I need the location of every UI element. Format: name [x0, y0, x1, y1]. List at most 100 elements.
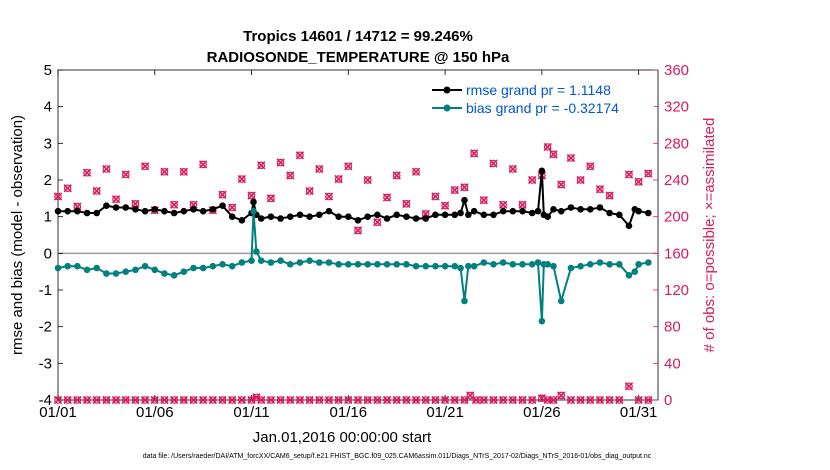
- rmse-point: [519, 207, 526, 215]
- bias-point: [74, 262, 81, 270]
- obs-assimilated-point: [252, 393, 261, 402]
- obs-assimilated-point: [131, 199, 140, 208]
- rmse-point: [93, 209, 101, 217]
- obs-possible-point: [596, 185, 604, 193]
- bias-point: [596, 259, 604, 266]
- obs-assimilated-point: [508, 395, 518, 405]
- obs-assimilated-point: [508, 164, 518, 174]
- obs-possible-point: [441, 201, 449, 210]
- obs-assimilated-point: [440, 395, 450, 405]
- rmse-point: [325, 207, 333, 215]
- y-left-tick-label: -4: [39, 392, 52, 409]
- obs-assimilated-point: [450, 395, 459, 405]
- obs-assimilated-point: [576, 175, 585, 185]
- obs-assimilated-point: [624, 170, 634, 179]
- obs-possible-point: [170, 200, 178, 209]
- obs-assimilated-point: [440, 201, 450, 210]
- obs-possible-point: [102, 165, 111, 173]
- obs-assimilated-point: [257, 395, 266, 405]
- obs-possible-point: [102, 396, 111, 404]
- rmse-point: [335, 213, 342, 220]
- y-axis-left-label: rmse and bias (model - observation): [9, 115, 26, 355]
- rmse-point: [625, 222, 633, 230]
- obs-possible-point: [112, 396, 120, 404]
- obs-possible-point: [286, 396, 295, 404]
- obs-possible-point: [189, 396, 198, 404]
- bias-point: [209, 262, 217, 270]
- obs-assimilated-point: [286, 395, 295, 405]
- obs-assimilated-point: [334, 395, 343, 405]
- obs-assimilated-point: [528, 175, 537, 185]
- bias-point: [635, 261, 642, 268]
- obs-possible-point: [315, 165, 324, 173]
- obs-possible-point: [518, 396, 527, 404]
- series-layer: [53, 108, 653, 405]
- y-left-tick-label: 2: [44, 172, 52, 189]
- bias-point: [480, 259, 488, 266]
- obs-possible-point: [392, 171, 401, 180]
- obs-assimilated-point: [169, 395, 179, 405]
- obs-assimilated-point: [363, 175, 372, 185]
- obs-assimilated-point: [111, 195, 121, 204]
- obs-assimilated-point: [276, 395, 285, 405]
- obs-possible-point: [218, 396, 227, 404]
- obs-assimilated-point: [218, 395, 227, 405]
- plot-area: [57, 69, 659, 401]
- y-right-tick-label: 200: [664, 209, 689, 226]
- obs-assimilated-point: [543, 142, 552, 152]
- bias-point: [238, 259, 246, 266]
- obs-assimilated-point: [489, 159, 498, 168]
- rmse-point: [499, 207, 507, 215]
- rmse-point: [635, 207, 642, 215]
- series-3: [53, 108, 653, 235]
- legend-bias-marker: [443, 104, 451, 112]
- obs-assimilated-point: [295, 395, 305, 405]
- bias-point: [586, 261, 594, 268]
- obs-assimilated-point: [150, 395, 159, 405]
- bias-point: [257, 257, 265, 264]
- obs-assimilated-point: [344, 395, 353, 405]
- bias-point: [567, 264, 575, 272]
- obs-assimilated-point: [344, 162, 353, 171]
- rmse-line: [58, 170, 649, 228]
- rmse-point: [257, 215, 265, 222]
- obs-assimilated-point: [489, 395, 498, 405]
- obs-possible-point: [238, 175, 246, 183]
- obs-assimilated-point: [479, 395, 488, 405]
- obs-possible-point: [596, 396, 604, 404]
- obs-possible-point: [247, 191, 256, 200]
- legend-rmse-marker: [443, 86, 451, 94]
- obs-assimilated-point: [402, 199, 411, 208]
- obs-assimilated-point: [266, 395, 276, 405]
- rmse-point: [403, 213, 410, 220]
- obs-possible-point: [131, 396, 140, 404]
- obs-assimilated-point: [566, 395, 576, 405]
- y-left-tick-label: 5: [44, 62, 52, 79]
- bias-point: [550, 262, 557, 270]
- bias-point: [470, 262, 478, 270]
- rmse-point: [544, 213, 551, 220]
- obs-possible-point: [276, 396, 285, 404]
- x-tick-label: 01/01: [39, 404, 77, 421]
- y-left-tick-label: 4: [44, 99, 52, 116]
- obs-possible-point: [92, 396, 101, 404]
- obs-assimilated-point: [82, 395, 92, 405]
- obs-assimilated-point: [237, 174, 247, 184]
- obs-possible-point: [373, 396, 382, 404]
- obs-possible-point: [286, 171, 295, 180]
- obs-possible-point: [625, 170, 633, 179]
- obs-assimilated-point: [305, 186, 314, 196]
- rmse-point: [180, 207, 188, 215]
- obs-possible-point: [383, 396, 391, 404]
- bias-point: [451, 262, 459, 270]
- bias-point: [412, 262, 420, 270]
- obs-possible-point: [576, 396, 585, 404]
- obs-possible-point: [402, 200, 411, 208]
- bias-point: [345, 261, 352, 268]
- obs-assimilated-point: [169, 200, 179, 209]
- bias-point: [528, 261, 536, 268]
- obs-possible-point: [557, 391, 566, 400]
- bias-point: [228, 262, 236, 270]
- obs-possible-point: [466, 391, 475, 400]
